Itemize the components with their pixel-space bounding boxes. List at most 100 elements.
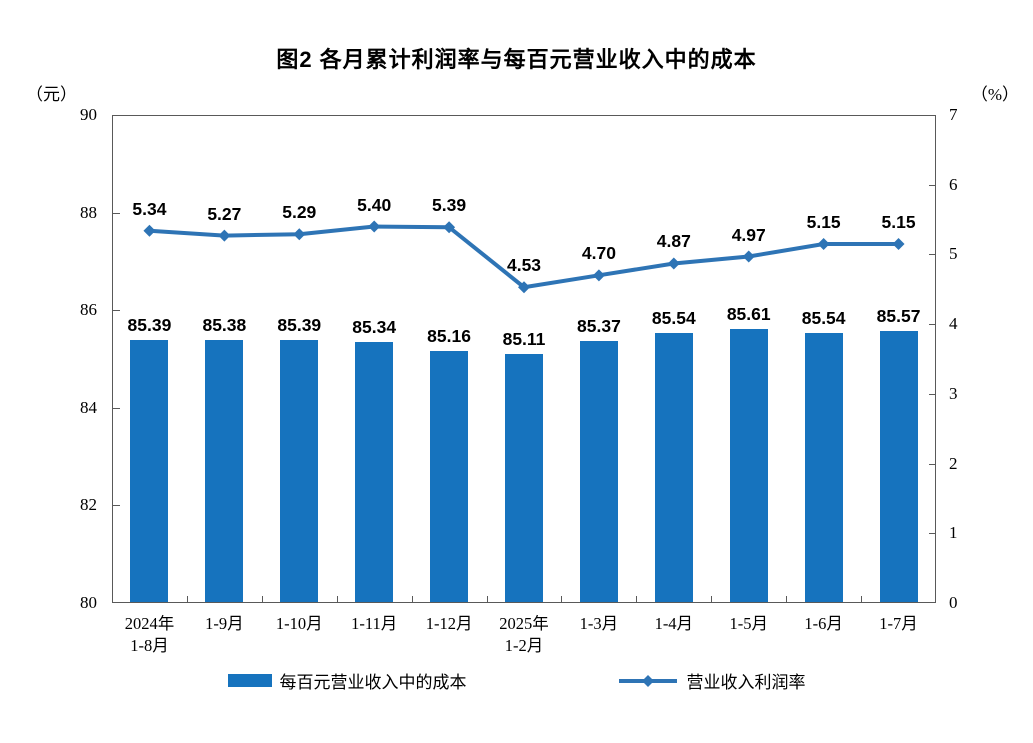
profit-margin-value-label: 4.70 <box>581 243 616 264</box>
right-axis-tick <box>929 393 936 395</box>
x-axis-tick <box>786 596 788 603</box>
left-axis-tick-label: 84 <box>80 397 97 417</box>
bar-swatch-icon <box>227 674 272 687</box>
cost-bar-value-label: 85.39 <box>127 314 172 335</box>
line-marker-diamond <box>817 237 830 250</box>
profit-margin-value-label: 4.87 <box>656 231 691 252</box>
x-axis-tick <box>561 596 563 603</box>
legend-item-cost: 每百元营业收入中的成本 <box>227 668 467 693</box>
profit-margin-value-label: 5.27 <box>207 203 242 224</box>
cost-bar <box>505 353 543 602</box>
left-axis-tick-label: 82 <box>80 495 97 515</box>
cost-bar <box>205 340 244 602</box>
x-axis-category-label: 1-5月 <box>729 614 768 633</box>
right-axis-tick-label: 2 <box>949 453 958 473</box>
profit-margin-value-label: 5.29 <box>282 202 317 223</box>
line-marker-diamond <box>892 237 905 250</box>
right-axis-tick <box>929 463 936 465</box>
left-axis-tick <box>113 407 120 409</box>
line-marker-diamond <box>742 250 755 263</box>
chart-title: 图2 各月累计利润率与每百元营业收入中的成本 <box>276 47 757 72</box>
cost-bar <box>355 342 394 602</box>
right-axis-tick <box>929 184 936 186</box>
line-marker-diamond <box>667 257 680 270</box>
profit-margin-value-label: 5.15 <box>806 211 841 232</box>
x-axis-category-label: 2024年 1-8月 <box>124 614 175 655</box>
x-axis-category-label: 1-11月 <box>351 614 398 633</box>
left-axis-tick <box>113 505 120 507</box>
cost-bar <box>654 332 693 602</box>
x-axis-category-label: 1-10月 <box>275 614 323 633</box>
line-marker-diamond <box>143 224 156 237</box>
profit-margin-value-label: 4.97 <box>731 224 766 245</box>
line-marker-diamond <box>518 281 530 294</box>
cost-bar-value-label: 85.37 <box>577 315 621 336</box>
line-marker-diamond <box>443 221 456 234</box>
cost-bar-value-label: 85.54 <box>651 307 696 328</box>
x-axis-tick <box>261 596 263 603</box>
right-axis-tick <box>929 254 936 256</box>
cost-bar-value-label: 85.38 <box>202 315 247 336</box>
right-axis-tick-label: 4 <box>949 314 958 334</box>
right-axis-tick-label: 5 <box>949 244 958 264</box>
x-axis-tick <box>636 596 638 603</box>
right-axis-tick-label: 7 <box>949 105 958 124</box>
cost-bar-value-label: 85.34 <box>352 317 397 338</box>
x-axis-category-label: 1-12月 <box>425 614 473 633</box>
cost-bar <box>804 332 843 602</box>
profit-margin-value-label: 5.40 <box>357 194 392 215</box>
cost-bar <box>879 331 918 602</box>
x-axis-tick <box>186 596 188 603</box>
legend-item-margin: 营业收入利润率 <box>617 668 806 693</box>
right-axis-tick-label: 3 <box>949 383 958 403</box>
legend-label-margin: 营业收入利润率 <box>686 673 806 692</box>
left-axis-tick <box>113 310 120 312</box>
x-axis-category-label: 1-7月 <box>879 614 918 633</box>
x-axis-category-label: 2025年 1-2月 <box>499 614 549 655</box>
x-axis-tick <box>336 596 338 603</box>
line-marker-diamond <box>368 220 381 233</box>
left-axis-tick-label: 90 <box>80 105 97 124</box>
left-axis-tick-label: 88 <box>80 202 97 222</box>
cost-bar <box>430 351 469 602</box>
x-axis-tick <box>711 596 713 603</box>
profit-margin-value-label: 5.34 <box>132 198 167 219</box>
x-axis-tick <box>411 596 413 603</box>
right-axis-tick <box>929 533 936 535</box>
line-marker-diamond <box>293 228 306 241</box>
x-axis-tick <box>861 596 863 603</box>
cost-bar-value-label: 85.54 <box>801 307 846 328</box>
cost-bar-value-label: 85.57 <box>876 306 921 327</box>
cost-bar <box>280 339 319 602</box>
line-marker-diamond <box>218 229 231 242</box>
x-axis-category-label: 1-4月 <box>654 614 694 633</box>
profit-margin-line-layer <box>143 220 905 294</box>
cost-bar <box>729 329 768 602</box>
right-axis-unit: （%） <box>970 85 1019 104</box>
x-axis-category-label: 1-9月 <box>205 614 244 633</box>
profit-margin-value-label: 5.15 <box>881 211 916 232</box>
cost-bar-value-label: 85.11 <box>502 328 546 349</box>
left-axis-tick-label: 80 <box>80 593 97 612</box>
cost-bar-value-label: 85.16 <box>427 326 471 347</box>
cost-bar <box>130 339 169 602</box>
profit-margin-value-label: 4.53 <box>506 255 542 276</box>
left-axis-tick-label: 86 <box>80 300 97 320</box>
profit-margin-value-label: 5.39 <box>432 195 467 216</box>
right-axis-tick-label: 6 <box>949 174 958 194</box>
x-axis-tick <box>486 596 488 603</box>
right-axis-tick-label: 1 <box>949 523 958 543</box>
right-axis-tick-label: 0 <box>949 593 958 612</box>
line-swatch-icon <box>617 674 679 688</box>
right-axis-tick <box>929 324 936 326</box>
left-axis-tick <box>113 212 120 214</box>
legend-label-cost: 每百元营业收入中的成本 <box>279 673 467 692</box>
x-axis-category-label: 1-6月 <box>804 614 843 633</box>
x-axis-category-label: 1-3月 <box>579 614 619 633</box>
legend: 每百元营业收入中的成本 营业收入利润率 <box>0 668 1033 693</box>
cost-bar <box>579 340 618 602</box>
line-marker-diamond <box>592 269 605 282</box>
left-axis-unit: （元） <box>26 85 77 104</box>
cost-bar-value-label: 85.39 <box>277 314 322 335</box>
